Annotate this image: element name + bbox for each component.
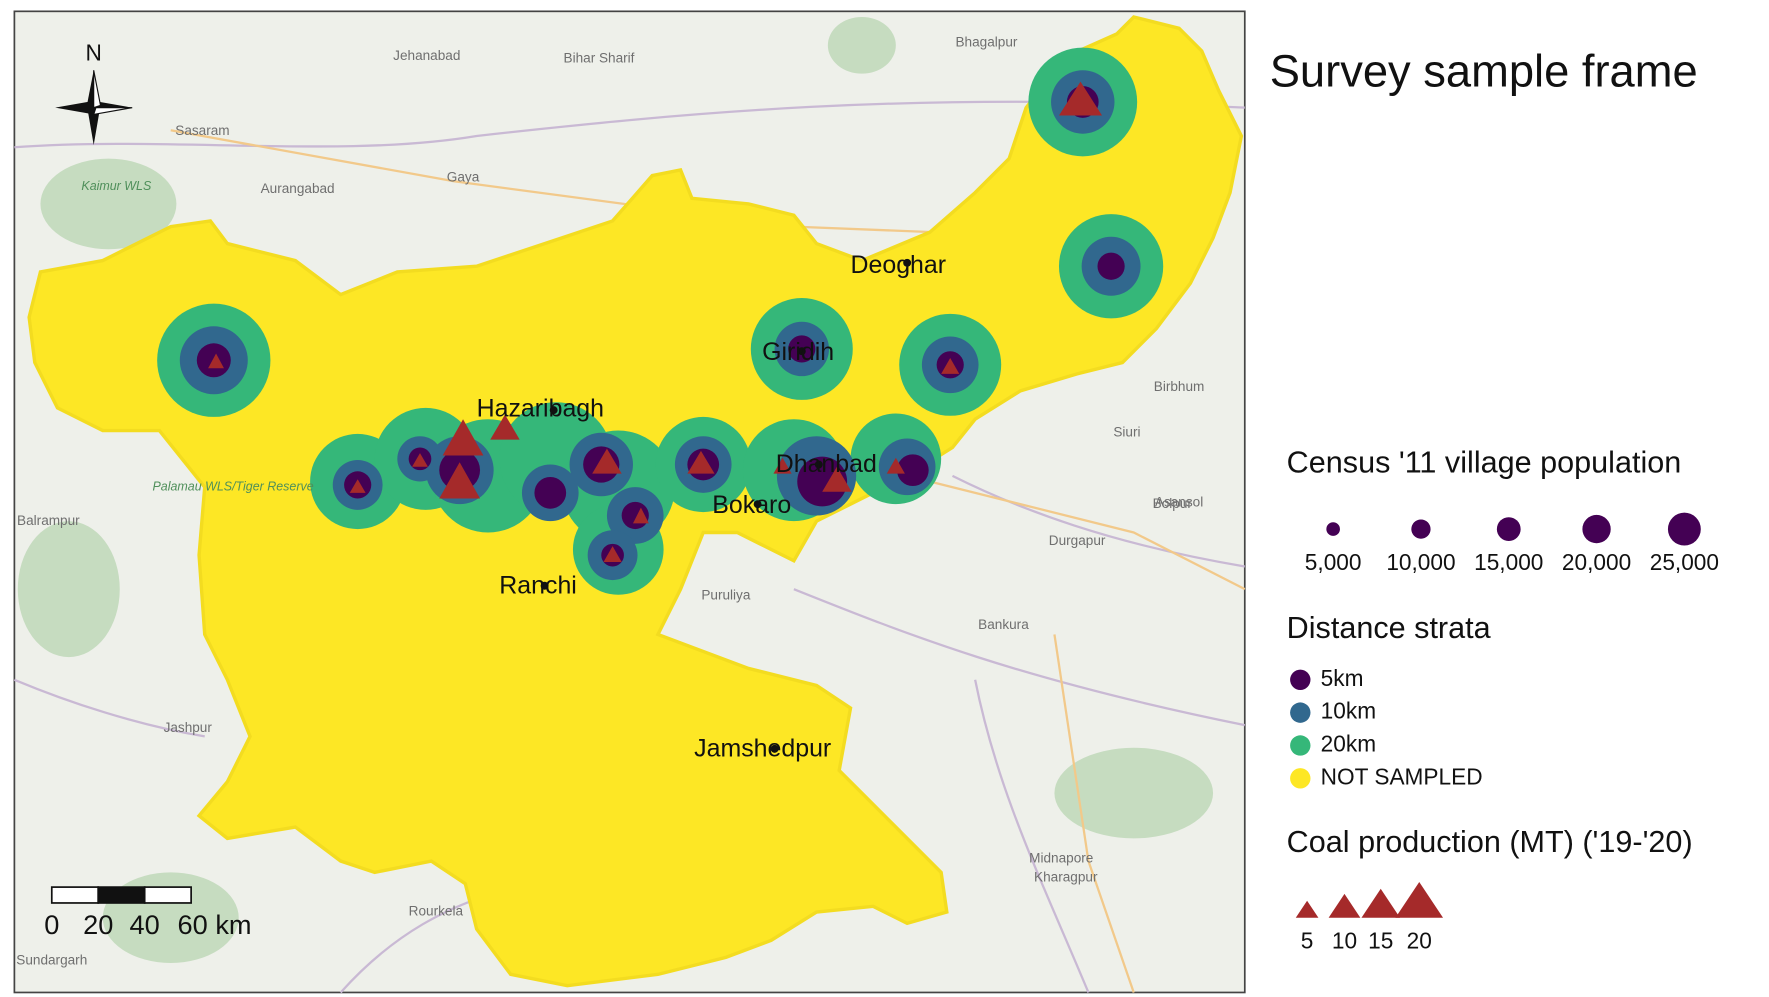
- basemap-label: Palamau WLS/Tiger Reserve: [152, 479, 313, 493]
- basemap-label: Jehanabad: [393, 48, 460, 63]
- scale-label: 0: [44, 909, 59, 940]
- basemap-label: Bhagalpur: [956, 35, 1018, 50]
- city-labels: Deoghar Giridih Hazaribagh Dhanbad Bokaro Ran…: [477, 251, 946, 763]
- scale-label: 20: [83, 909, 113, 940]
- city-label: Bokaro: [712, 491, 791, 519]
- coal-symbol: [1361, 888, 1400, 918]
- basemap-label: Balrampur: [17, 513, 80, 528]
- basemap-labels: Bhagalpur Jehanabad Bihar Sharif Sasaram Gay…: [16, 35, 1204, 968]
- strata-swatch: [1290, 735, 1311, 756]
- legend-label: 5: [1301, 928, 1314, 954]
- legend-label: 20,000: [1562, 549, 1631, 575]
- legend-label: 5km: [1321, 665, 1364, 691]
- coal-symbol: [1328, 893, 1361, 918]
- legend-label: 5,000: [1305, 549, 1362, 575]
- scale-bar: [50, 886, 192, 904]
- legend-title: Coal production (MT) ('19-'20): [1287, 825, 1693, 859]
- city-label: Giridih: [762, 338, 834, 366]
- basemap-label: Sundargarh: [16, 952, 87, 967]
- strata-swatch: [1290, 669, 1311, 690]
- scale-label: 60 km: [178, 909, 252, 940]
- legend-label: 15,000: [1474, 549, 1543, 575]
- population-symbol: [1326, 522, 1340, 536]
- population-symbol: [1411, 519, 1431, 539]
- city-label: Jamshedpur: [694, 735, 831, 763]
- city-label: Dhanbad: [776, 450, 877, 478]
- strata-swatch: [1290, 768, 1311, 789]
- legend-label: NOT SAMPLED: [1321, 763, 1483, 789]
- basemap-label: Birbhum: [1154, 379, 1205, 394]
- basemap-label: Midnapore: [1029, 850, 1093, 865]
- basemap-label: Bolpur: [1153, 496, 1193, 511]
- basemap-label: Sasaram: [175, 123, 229, 138]
- strata-swatch: [1290, 702, 1311, 723]
- basemap-label: Bihar Sharif: [564, 51, 635, 66]
- basemap-label: Jashpur: [164, 720, 213, 735]
- basemap-label: Siuri: [1113, 424, 1140, 439]
- basemap-label: Kharagpur: [1034, 870, 1098, 885]
- basemap-label: Rourkela: [409, 904, 464, 919]
- basemap-label: Bankura: [978, 617, 1029, 632]
- legend-label: 25,000: [1650, 549, 1719, 575]
- city-label: Deoghar: [851, 251, 947, 279]
- legend: 5,000 10,000 15,000 20,000 25,000 5km 10km 20km…: [1290, 512, 1719, 954]
- legend-label: 10: [1332, 928, 1357, 954]
- legend-title: Distance strata: [1287, 611, 1491, 645]
- legend-label: 15: [1368, 928, 1393, 954]
- population-symbol: [1582, 514, 1611, 544]
- basemap-green: [17, 16, 1214, 964]
- city-label: Ranchi: [499, 571, 577, 599]
- coal-symbol: [1295, 900, 1319, 918]
- map-title: Survey sample frame: [1270, 46, 1698, 97]
- population-symbol: [1667, 512, 1701, 546]
- basemap-label: Aurangabad: [261, 181, 335, 196]
- city-label: Hazaribagh: [477, 395, 604, 423]
- coal-symbol: [1395, 882, 1444, 918]
- scale-labels: 0 20 40 60 km: [44, 909, 251, 940]
- north-label: N: [86, 39, 102, 65]
- legend-label: 20km: [1321, 730, 1376, 756]
- coal-mines: [208, 81, 1103, 562]
- basemap-label: Puruliya: [701, 588, 751, 603]
- legend-title: Census '11 village population: [1287, 446, 1682, 480]
- scale-label: 40: [130, 909, 160, 940]
- basemap-label: Durgapur: [1049, 533, 1106, 548]
- basemap-label: Gaya: [447, 169, 480, 184]
- north-arrow: N: [55, 39, 133, 146]
- legend-label: 10,000: [1386, 549, 1455, 575]
- legend-label: 20: [1407, 928, 1432, 954]
- basemap-label: Kaimur WLS: [81, 179, 152, 193]
- basemap-label: Asansol: [1155, 495, 1203, 510]
- city-dots: [540, 258, 912, 753]
- legend-label: 10km: [1321, 698, 1376, 724]
- population-symbol: [1496, 517, 1521, 541]
